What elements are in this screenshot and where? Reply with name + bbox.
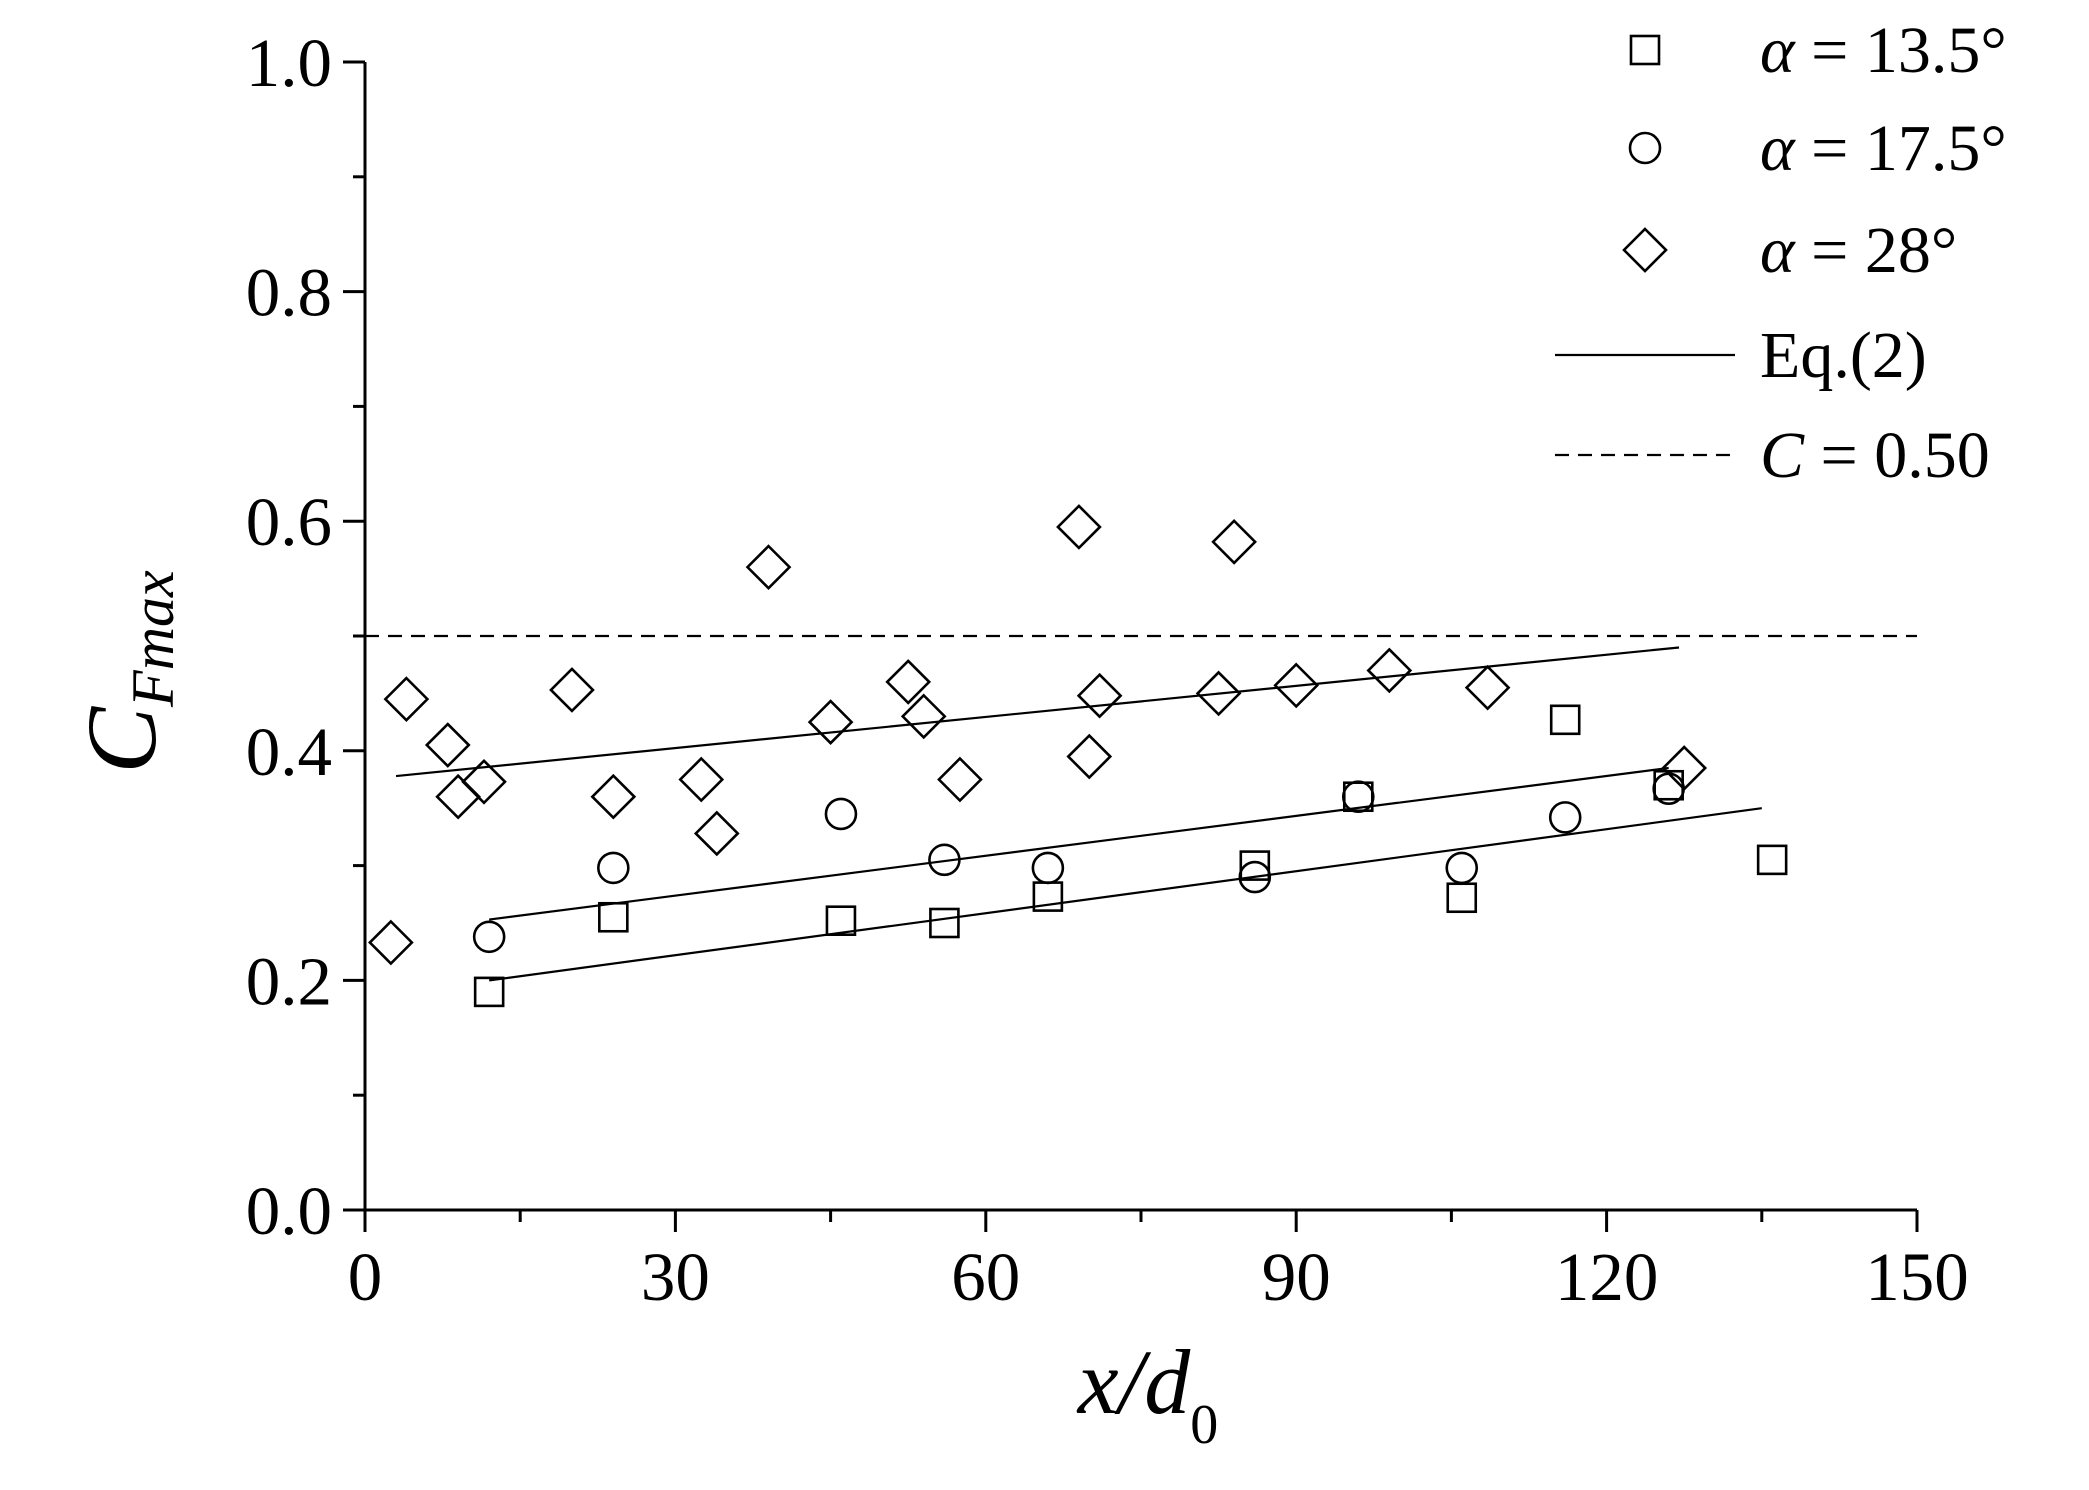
data-point-diamond <box>1076 672 1123 719</box>
data-point-diamond <box>590 773 637 820</box>
data-point-circle <box>928 843 961 877</box>
data-point-square <box>825 905 857 937</box>
x-tick-label: 150 <box>1865 1239 1969 1315</box>
data-point-circle <box>1341 780 1375 814</box>
data-point-diamond <box>1211 519 1257 565</box>
y-tick-label: 0.4 <box>246 714 332 790</box>
data-point-square <box>929 907 960 939</box>
x-tick-label: 30 <box>641 1239 710 1315</box>
y-tick-label: 0.6 <box>246 484 332 560</box>
data-point-square <box>1756 844 1788 876</box>
x-tick-label: 60 <box>951 1239 1020 1315</box>
data-point-square <box>473 976 505 1008</box>
x-tick-label: 120 <box>1555 1239 1659 1315</box>
data-point-diamond <box>745 544 792 590</box>
data-point-square <box>1446 882 1478 914</box>
data-point-diamond <box>435 773 481 820</box>
fit-line <box>489 766 1669 921</box>
y-tick-label: 0.0 <box>246 1173 332 1249</box>
data-point-circle <box>1548 801 1582 834</box>
data-point-diamond <box>1661 745 1708 791</box>
legend-label: α = 13.5° <box>1760 14 2007 87</box>
data-markers <box>368 504 1788 1008</box>
data-point-square <box>598 901 629 933</box>
y-tick-label: 1.0 <box>246 25 332 101</box>
data-point-circle <box>1238 860 1272 894</box>
x-tick-label: 0 <box>348 1239 383 1315</box>
data-point-circle <box>1031 851 1065 885</box>
data-point-diamond <box>383 676 430 722</box>
legend-label: α = 28° <box>1760 214 1957 287</box>
data-point-diamond <box>807 699 854 745</box>
data-point-diamond <box>1195 670 1242 717</box>
data-point-circle <box>472 920 506 954</box>
y-tick-label: 0.8 <box>246 255 332 331</box>
data-point-diamond <box>368 919 414 966</box>
x-tick-label: 90 <box>1262 1239 1331 1315</box>
data-point-diamond <box>461 758 507 805</box>
y-axis-label: CFmax <box>66 570 186 774</box>
data-point-circle <box>597 851 630 885</box>
data-point-diamond <box>900 693 947 740</box>
data-point-square <box>1239 850 1271 881</box>
fit-line <box>395 646 1680 778</box>
data-point-diamond <box>1066 733 1113 780</box>
data-point-circle <box>1445 851 1479 885</box>
fit-lines <box>365 634 1917 982</box>
legend-label: α = 17.5° <box>1760 112 2007 185</box>
data-point-diamond <box>549 667 595 713</box>
data-point-diamond <box>937 756 983 803</box>
data-point-diamond <box>1056 504 1102 550</box>
data-point-diamond <box>1464 664 1511 711</box>
data-point-diamond <box>424 722 471 768</box>
data-point-diamond <box>693 810 740 857</box>
data-point-diamond <box>885 659 932 705</box>
legend-label: C = 0.50 <box>1760 419 1990 492</box>
legend-marker-square <box>1629 34 1661 66</box>
data-point-circle <box>824 797 858 831</box>
axes: 0.0 0.2 0.4 0.6 0.8 1.0 0 30 60 90 120 150 <box>246 25 1969 1315</box>
data-point-square <box>1653 769 1684 801</box>
legend-label: Eq.(2) <box>1760 319 1927 392</box>
legend: α = 13.5° α = 17.5° α = 28° Eq.(2) C = 0.50 <box>1555 14 2007 492</box>
data-point-diamond <box>678 756 725 803</box>
data-point-square <box>1549 704 1581 736</box>
x-axis-label: x/d0 <box>1076 1331 1218 1456</box>
data-point-diamond <box>1366 647 1413 694</box>
y-tick-label: 0.2 <box>246 943 332 1019</box>
data-point-diamond <box>1273 662 1320 709</box>
fit-line <box>489 807 1762 982</box>
legend-marker-circle <box>1628 131 1662 165</box>
legend-marker-diamond <box>1622 227 1668 273</box>
